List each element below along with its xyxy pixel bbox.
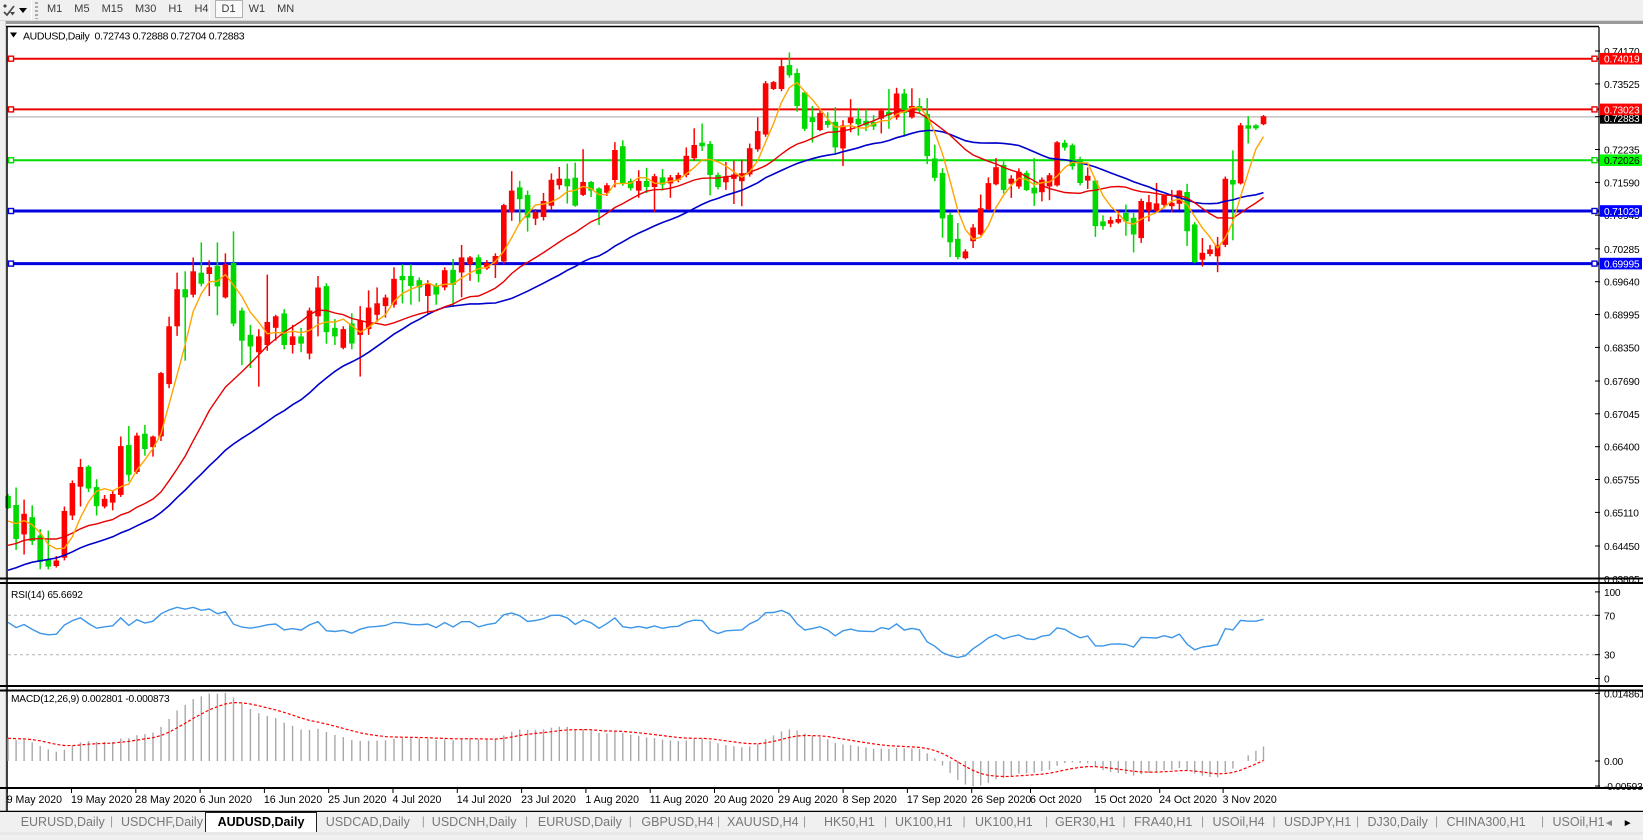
svg-text:11 Aug 2020: 11 Aug 2020	[650, 794, 709, 806]
svg-text:0: 0	[1604, 675, 1610, 686]
svg-text:70: 70	[1604, 611, 1615, 622]
svg-text:0.71590: 0.71590	[1604, 178, 1640, 189]
svg-text:0.72883: 0.72883	[1604, 114, 1640, 125]
svg-text:0.66400: 0.66400	[1604, 443, 1640, 454]
svg-text:29 Aug 2020: 29 Aug 2020	[778, 794, 838, 806]
svg-text:24 Oct 2020: 24 Oct 2020	[1159, 794, 1217, 806]
svg-text:0.72026: 0.72026	[1604, 156, 1640, 167]
svg-text:0.72235: 0.72235	[1604, 146, 1640, 157]
svg-text:0.00: 0.00	[1604, 757, 1624, 768]
svg-text:28 May 2020: 28 May 2020	[135, 794, 196, 806]
svg-text:0.65755: 0.65755	[1604, 476, 1640, 487]
svg-text:9 May 2020: 9 May 2020	[7, 794, 62, 806]
svg-text:8 Sep 2020: 8 Sep 2020	[843, 794, 897, 806]
svg-text:0.70285: 0.70285	[1604, 245, 1640, 256]
svg-text:RSI(14) 65.6692: RSI(14) 65.6692	[11, 590, 83, 601]
svg-text:0.73023: 0.73023	[1604, 105, 1640, 116]
svg-text:0.63805: 0.63805	[1604, 575, 1640, 586]
svg-text:19 May 2020: 19 May 2020	[71, 794, 132, 806]
svg-text:25 Jun 2020: 25 Jun 2020	[328, 794, 386, 806]
svg-text:1 Aug 2020: 1 Aug 2020	[585, 794, 639, 806]
svg-text:14 Jul 2020: 14 Jul 2020	[457, 794, 512, 806]
svg-text:0.68995: 0.68995	[1604, 311, 1640, 322]
svg-text:0.64450: 0.64450	[1604, 542, 1640, 553]
svg-text:0.68350: 0.68350	[1604, 343, 1640, 354]
svg-text:-0.005938: -0.005938	[1604, 782, 1643, 793]
svg-text:0.71029: 0.71029	[1604, 207, 1640, 218]
svg-text:4 Jul 2020: 4 Jul 2020	[393, 794, 442, 806]
svg-text:0.65110: 0.65110	[1604, 508, 1639, 519]
svg-text:6 Oct 2020: 6 Oct 2020	[1030, 794, 1082, 806]
svg-text:0.73525: 0.73525	[1604, 80, 1640, 91]
svg-text:23 Jul 2020: 23 Jul 2020	[521, 794, 576, 806]
svg-text:17 Sep 2020: 17 Sep 2020	[907, 794, 967, 806]
svg-text:0.69640: 0.69640	[1604, 278, 1640, 289]
svg-text:0.74019: 0.74019	[1604, 55, 1640, 66]
svg-text:16 Jun 2020: 16 Jun 2020	[264, 794, 322, 806]
svg-text:26 Sep 2020: 26 Sep 2020	[971, 794, 1031, 806]
svg-text:0.74170: 0.74170	[1604, 47, 1640, 58]
svg-text:15 Oct 2020: 15 Oct 2020	[1095, 794, 1153, 806]
svg-text:30: 30	[1604, 651, 1615, 662]
svg-text:0.67045: 0.67045	[1604, 410, 1640, 421]
svg-text:AUDUSD,Daily 0.72743 0.72888: AUDUSD,Daily 0.72743 0.72888 0.72704 0.7…	[23, 31, 245, 43]
svg-text:6 Jun 2020: 6 Jun 2020	[200, 794, 253, 806]
svg-text:0.67690: 0.67690	[1604, 377, 1640, 388]
svg-text:20 Aug 2020: 20 Aug 2020	[714, 794, 774, 806]
svg-text:MACD(12,26,9) 0.002801 -0.0008: MACD(12,26,9) 0.002801 -0.000873	[11, 694, 170, 705]
svg-text:0.69995: 0.69995	[1604, 260, 1640, 271]
svg-text:0.014861: 0.014861	[1604, 689, 1643, 700]
svg-text:100: 100	[1604, 588, 1621, 599]
svg-text:3 Nov 2020: 3 Nov 2020	[1223, 794, 1277, 806]
